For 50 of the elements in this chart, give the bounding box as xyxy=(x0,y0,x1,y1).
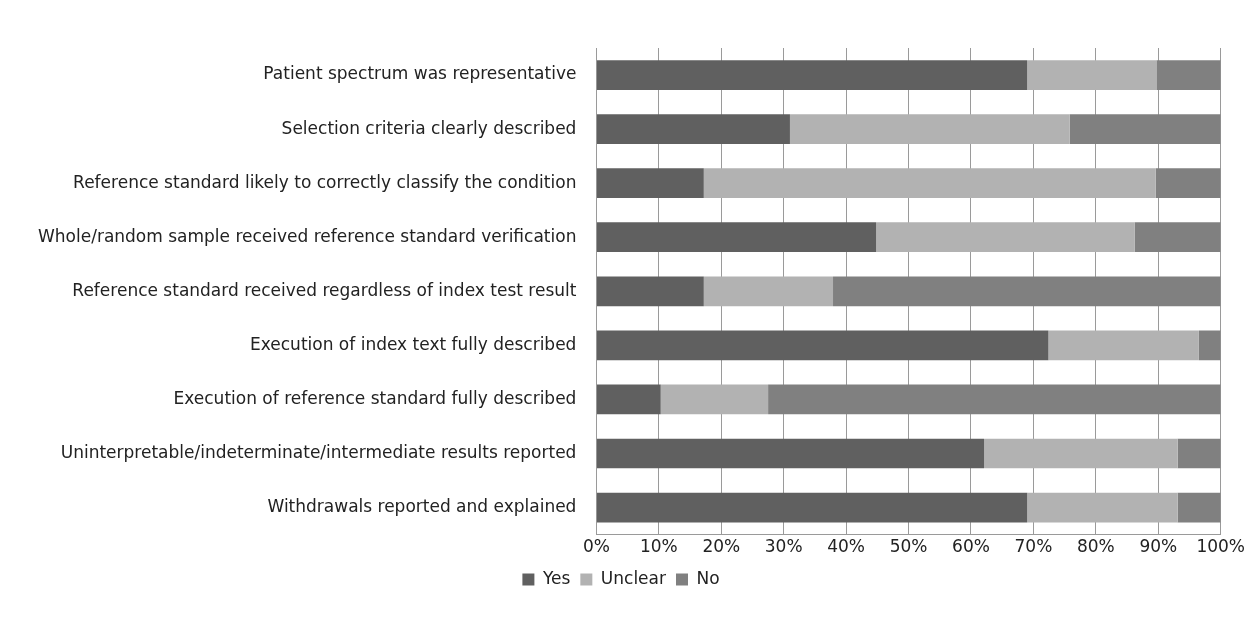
x-tick-label: 50% xyxy=(889,536,928,557)
bar xyxy=(1177,492,1221,523)
bar xyxy=(876,222,1135,253)
bar xyxy=(1156,60,1221,90)
x-tick-label: 70% xyxy=(1014,536,1053,557)
y-tick-label: Uninterpretable/indeterminate/intermediate results reported xyxy=(60,441,577,462)
x-tick-label: 30% xyxy=(764,536,803,557)
bar xyxy=(596,60,1028,90)
bar xyxy=(596,114,790,144)
bar xyxy=(833,276,1221,307)
y-tick-label: Reference standard received regardless of index test result xyxy=(72,279,577,300)
bar xyxy=(1177,438,1221,469)
bar xyxy=(596,438,985,469)
legend-label: Unclear xyxy=(600,567,666,588)
x-tick-label: 10% xyxy=(639,536,678,557)
x-tick-label: 90% xyxy=(1139,536,1178,557)
x-tick-label: 60% xyxy=(952,536,990,557)
bar xyxy=(596,276,704,307)
bar xyxy=(768,384,1221,415)
bar xyxy=(984,438,1178,469)
y-tick-label: Execution of reference standard fully described xyxy=(173,387,577,408)
y-tick-label: Selection criteria clearly described xyxy=(281,117,577,138)
bar xyxy=(596,330,1049,361)
y-tick-label: Withdrawals reported and explained xyxy=(267,495,577,516)
bar xyxy=(789,114,1070,144)
y-tick-label: Reference standard likely to correctly classify the condition xyxy=(73,171,577,192)
bar xyxy=(596,168,704,199)
bar xyxy=(1069,114,1221,144)
x-tick-label: 80% xyxy=(1076,536,1115,557)
bar xyxy=(703,276,834,307)
bar xyxy=(1198,330,1221,361)
x-tick-label: 0% xyxy=(582,536,610,557)
x-tick-label: 100% xyxy=(1196,536,1245,557)
bar xyxy=(596,384,661,415)
bar xyxy=(703,168,1156,199)
y-tick-label: Patient spectrum was representative xyxy=(263,63,577,84)
bar xyxy=(1027,492,1178,523)
y-tick-label: Whole/random sample received reference standard verification xyxy=(37,225,577,246)
bar xyxy=(596,222,877,253)
bar xyxy=(1048,330,1199,361)
x-tick-label: 20% xyxy=(702,536,741,557)
legend-label: No xyxy=(696,567,720,588)
bar xyxy=(596,492,1028,523)
bar xyxy=(1027,60,1157,90)
bar xyxy=(1155,168,1221,199)
x-tick-label: 40% xyxy=(827,536,866,557)
y-tick-label: Execution of index text fully described xyxy=(250,333,577,354)
bar xyxy=(1134,222,1221,253)
legend-label: Yes xyxy=(541,567,571,588)
bar xyxy=(660,384,769,415)
